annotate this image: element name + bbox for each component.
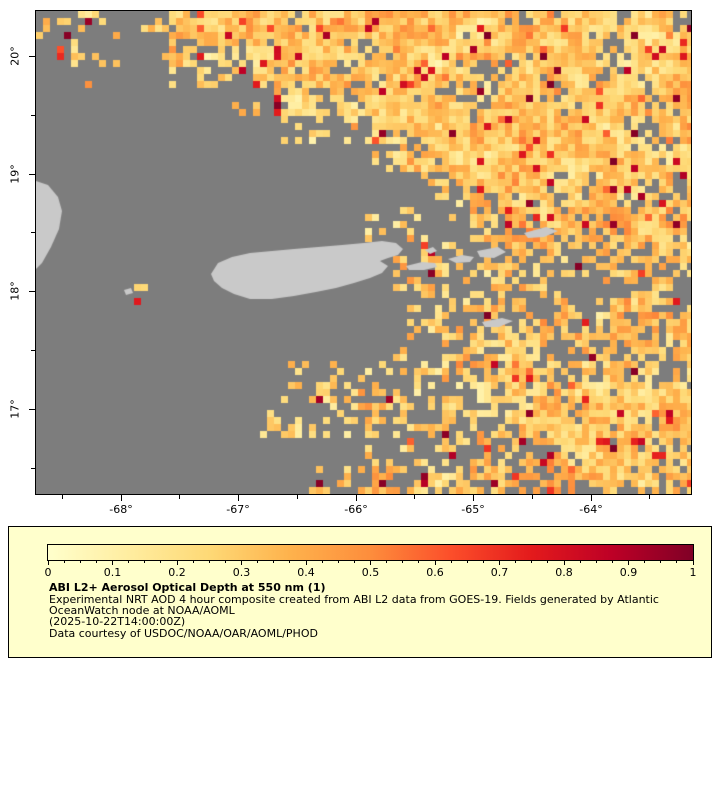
colorbar-minor-tick: [579, 560, 581, 563]
colorbar-tick: [47, 560, 49, 565]
lon-tick: [355, 495, 357, 501]
colorbar-minor-tick: [402, 560, 404, 563]
legend-description-line-2: OceanWatch node at NOAA/AOML: [49, 604, 235, 617]
lon-minor-tick: [649, 495, 650, 499]
colorbar-tick-label: 0.7: [490, 566, 509, 579]
lon-tick: [237, 495, 239, 501]
legend-title: ABI L2+ Aerosol Optical Depth at 550 nm …: [49, 581, 326, 594]
colorbar-tick: [628, 560, 629, 565]
colorbar-tick-label: 1: [689, 566, 697, 579]
colorbar-minor-tick: [273, 560, 275, 563]
colorbar-minor-tick: [160, 560, 162, 563]
lat-minor-tick: [31, 114, 35, 116]
colorbar-tick-label: 0: [44, 566, 52, 579]
colorbar-minor-tick: [466, 560, 468, 563]
lat-tick-label: 20°: [8, 46, 22, 66]
colorbar-tick: [176, 560, 178, 565]
legend-description-line-1: Experimental NRT AOD 4 hour composite cr…: [49, 593, 659, 606]
lat-tick: [29, 173, 35, 175]
lat-tick-label: 17°: [8, 399, 22, 419]
lon-tick: [120, 495, 122, 501]
colorbar-tick: [305, 560, 307, 565]
legend-courtesy: Data courtesy of USDOC/NOAA/OAR/AOML/PHO…: [49, 627, 318, 640]
colorbar-tick: [112, 560, 113, 565]
aod-map-canvas: [36, 11, 691, 494]
colorbar-minor-tick: [192, 560, 194, 563]
colorbar-minor-tick: [660, 560, 662, 563]
colorbar-tick-label: 0.2: [168, 566, 186, 579]
colorbar-tick-label: 0.8: [555, 566, 573, 579]
colorbar-minor-tick: [644, 560, 646, 563]
colorbar-tick: [499, 560, 500, 565]
colorbar-minor-tick: [144, 560, 146, 563]
colorbar-minor-tick: [418, 560, 420, 563]
colorbar-minor-tick: [257, 560, 259, 563]
colorbar-minor-tick: [482, 560, 484, 563]
colorbar-tick: [370, 560, 371, 565]
lon-minor-tick: [414, 495, 415, 499]
lon-minor-tick: [179, 495, 180, 499]
colorbar-tick-label: 0.4: [297, 566, 315, 579]
colorbar-minor-tick: [208, 560, 210, 563]
colorbar-tick-label: 0.5: [361, 566, 380, 579]
lon-tick-label: -64°: [579, 503, 603, 516]
colorbar-minor-tick: [224, 560, 226, 563]
lon-minor-tick: [531, 495, 533, 499]
lat-tick: [29, 408, 35, 410]
colorbar-minor-tick: [595, 560, 597, 563]
lon-tick: [472, 495, 474, 501]
colorbar-minor-tick: [79, 560, 81, 563]
colorbar: 0 0.1 0.2 0.3 0.4 0.5 0.6 0.7 0.8 0.9 1: [45, 544, 697, 579]
colorbar-minor-tick: [337, 560, 339, 563]
lon-minor-tick: [296, 495, 298, 499]
lon-minor-tick: [62, 495, 63, 499]
colorbar-tick: [434, 560, 436, 565]
colorbar-minor-tick: [386, 560, 388, 563]
colorbar-minor-tick: [95, 560, 97, 563]
colorbar-minor-tick: [321, 560, 323, 563]
colorbar-minor-tick: [676, 560, 678, 563]
legend-panel: 0 0.1 0.2 0.3 0.4 0.5 0.6 0.7 0.8 0.9 1 ABI L2+ Ae…: [8, 526, 712, 658]
lat-tick: [29, 55, 35, 57]
colorbar-tick: [563, 560, 565, 565]
colorbar-tick-label: 0.6: [426, 566, 444, 579]
colorbar-tick: [241, 560, 242, 565]
colorbar-minor-tick: [531, 560, 533, 563]
lat-minor-tick: [31, 467, 35, 469]
colorbar-tick: [692, 560, 694, 565]
lat-tick-label: 19°: [8, 164, 22, 184]
legend-timestamp: (2025-10-22T14:00:00Z): [49, 615, 186, 628]
colorbar-minor-tick: [128, 560, 130, 563]
lat-minor-tick: [31, 232, 35, 233]
colorbar-tick-label: 0.1: [103, 566, 122, 579]
colorbar-minor-tick: [289, 560, 291, 563]
lon-tick-label: -65°: [461, 503, 485, 516]
aod-map: 20° 19° 18° 17° -68° -67° -66° -65° -64°: [9, 10, 692, 516]
lon-tick-label: -66°: [344, 503, 368, 516]
colorbar-tick-label: 0.3: [232, 566, 251, 579]
colorbar-minor-tick: [63, 560, 65, 563]
lat-minor-tick: [31, 349, 35, 351]
lat-tick-label: 18°: [8, 281, 22, 301]
lat-tick: [29, 290, 35, 292]
colorbar-minor-tick: [547, 560, 549, 563]
colorbar-tick-label: 0.9: [619, 566, 638, 579]
lon-tick-label: -68°: [109, 503, 133, 516]
colorbar-minor-tick: [450, 560, 452, 563]
lon-tick: [590, 495, 592, 501]
colorbar-minor-tick: [515, 560, 517, 563]
colorbar-minor-tick: [611, 560, 613, 563]
colorbar-minor-tick: [353, 560, 355, 563]
lon-tick-label: -67°: [226, 503, 250, 516]
